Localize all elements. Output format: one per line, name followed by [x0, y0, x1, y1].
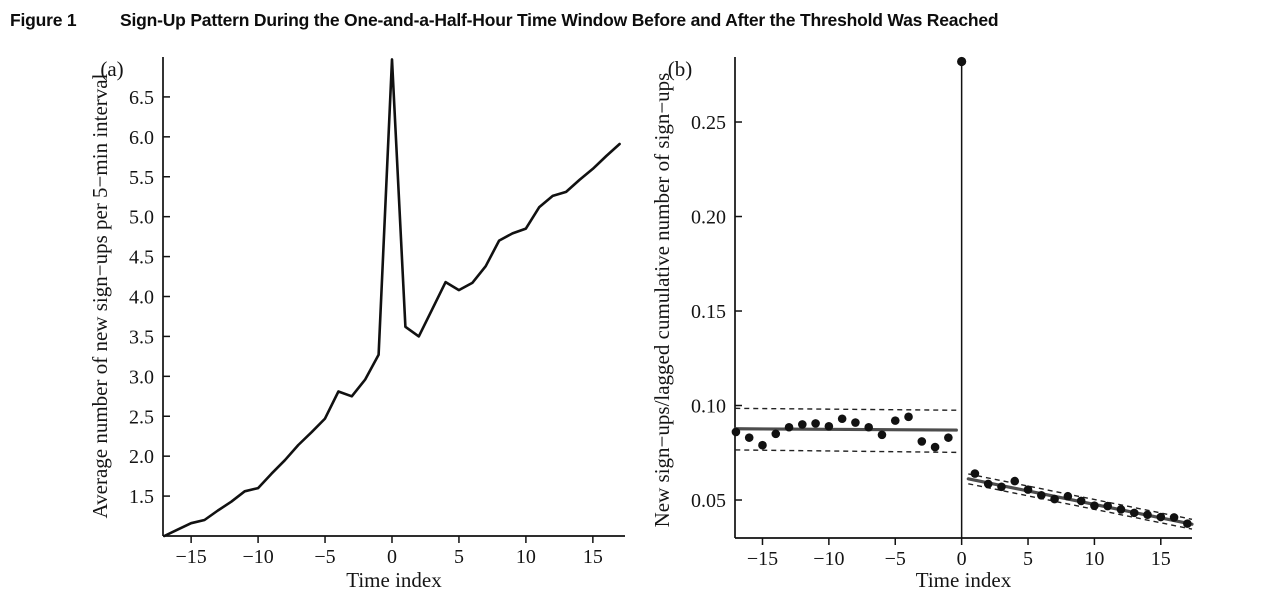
pre-data-point	[811, 419, 820, 428]
post-data-point	[983, 479, 993, 489]
pre-data-point	[824, 422, 834, 431]
post-data-point	[997, 482, 1006, 492]
post-data-point	[1037, 490, 1046, 500]
post-data-point	[1076, 496, 1086, 506]
figure-number: Figure 1	[10, 10, 77, 30]
post-data-point	[1103, 501, 1112, 511]
y-tick-label: 4.0	[129, 287, 154, 309]
post-data-point	[1183, 519, 1192, 528]
figure-title: Sign-Up Pattern During the One-and-a-Hal…	[120, 10, 999, 30]
x-tick-label: −10	[813, 548, 844, 570]
pre-data-point	[744, 433, 754, 442]
y-tick-label: 3.0	[129, 366, 154, 388]
pre-data-point	[890, 416, 900, 425]
spike-point	[957, 56, 967, 67]
pre-fit-line	[733, 427, 958, 432]
post-data-point	[1116, 505, 1126, 514]
x-tick-label: −5	[885, 548, 906, 570]
x-tick-label: −10	[242, 546, 273, 568]
x-axis-title: Time index	[916, 568, 1012, 592]
post-ci-upper	[968, 473, 1193, 520]
x-tick-label: −15	[747, 548, 778, 570]
x-tick-label: 5	[454, 546, 464, 568]
post-data-point	[1023, 485, 1033, 494]
signup-rate-curve	[163, 58, 621, 538]
pre-data-point	[877, 430, 887, 440]
panel-letter: (b)	[668, 57, 693, 81]
post-data-point	[1143, 510, 1152, 520]
y-tick-label: 2.5	[129, 406, 154, 428]
post-data-point	[1169, 513, 1179, 522]
pre-data-point	[917, 437, 927, 446]
y-tick-label: 2.0	[129, 446, 154, 468]
post-data-point	[1129, 508, 1139, 518]
post-data-point	[1156, 512, 1166, 522]
pre-data-point	[758, 440, 767, 450]
y-tick-label: 0.05	[691, 490, 726, 512]
x-tick-label: 15	[583, 546, 603, 568]
post-data-point	[970, 469, 980, 478]
pre-data-point	[798, 420, 807, 429]
y-tick-label: 5.5	[129, 167, 154, 189]
pre-data-point	[851, 418, 860, 427]
pre-data-point	[731, 427, 741, 437]
y-tick-label: 0.25	[691, 112, 726, 134]
y-tick-label: 6.5	[129, 87, 154, 109]
pre-data-point	[784, 422, 794, 432]
pre-ci-upper	[735, 407, 957, 411]
panel-letter: (a)	[100, 57, 123, 81]
x-tick-label: 5	[1023, 548, 1033, 570]
post-data-point	[1050, 494, 1059, 504]
x-tick-label: 10	[1084, 548, 1104, 570]
y-axis-title: Average number of new sign−ups per 5−min…	[88, 73, 112, 518]
post-ci-lower	[968, 483, 1193, 530]
y-tick-label: 0.20	[691, 207, 726, 229]
x-tick-label: −15	[175, 546, 206, 568]
post-data-point	[1090, 501, 1099, 510]
x-tick-label: 0	[957, 548, 967, 570]
x-tick-label: 15	[1151, 548, 1171, 570]
y-tick-label: 1.5	[129, 486, 154, 508]
post-data-point	[1063, 491, 1073, 501]
y-tick-label: 0.10	[691, 396, 726, 418]
pre-data-point	[771, 429, 781, 439]
y-tick-label: 0.15	[691, 301, 726, 323]
post-data-point	[1010, 476, 1020, 486]
pre-data-point	[904, 412, 913, 422]
y-tick-label: 5.0	[129, 207, 154, 229]
y-axis-title: New sign−ups/lagged cumulative number of…	[650, 73, 674, 528]
pre-data-point	[837, 414, 847, 424]
x-axis-title: Time index	[346, 568, 442, 592]
pre-data-point	[944, 433, 953, 442]
pre-data-point	[930, 442, 940, 452]
y-tick-label: 4.5	[129, 247, 154, 269]
x-tick-label: 10	[516, 546, 536, 568]
pre-ci-lower	[735, 449, 957, 454]
x-tick-label: 0	[387, 546, 397, 568]
x-tick-label: −5	[314, 546, 335, 568]
y-tick-label: 6.0	[129, 127, 154, 149]
y-tick-label: 3.5	[129, 326, 154, 348]
pre-data-point	[864, 422, 874, 432]
